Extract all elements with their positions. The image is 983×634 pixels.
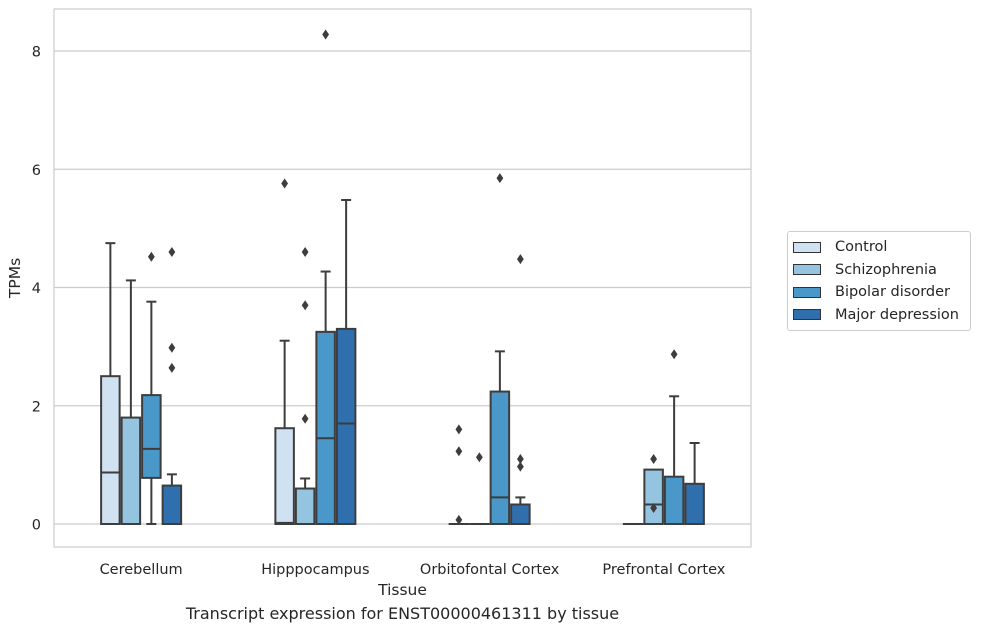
outlier-point [301, 413, 309, 424]
box-bipolar-disorder [663, 349, 685, 526]
outlier-point [516, 254, 524, 265]
legend: Control Schizophrenia Bipolar disorder Majo… [787, 231, 971, 331]
plot-area-frame [53, 8, 752, 548]
x-tick-label: Prefrontal Cortex [602, 562, 725, 578]
box-bipolar-disorder [141, 251, 162, 525]
box-iqr [274, 427, 295, 525]
box-iqr [294, 487, 316, 525]
outlier-point [455, 424, 463, 435]
chart-caption: Transcript expression for ENST0000046131… [185, 604, 620, 623]
box-iqr [100, 375, 121, 525]
box-schizophrenia [643, 453, 664, 526]
outlier-point [301, 300, 309, 311]
x-tick-label: Cerebellum [100, 562, 183, 578]
legend-item: Major depression [788, 304, 970, 327]
legend-label: Bipolar disorder [835, 284, 950, 301]
box-major-depression [684, 441, 705, 526]
outlier-point [516, 461, 524, 472]
box-groups [100, 29, 705, 526]
outlier-point [281, 178, 289, 189]
box-iqr [663, 475, 685, 526]
legend-item: Schizophrenia [788, 259, 970, 282]
outlier-point [168, 362, 176, 373]
legend-swatch [793, 286, 821, 298]
box-iqr [489, 390, 511, 525]
box-iqr [335, 327, 357, 526]
legend-label: Major depression [835, 306, 959, 323]
outlier-point [147, 251, 155, 262]
y-tick-label: 0 [32, 518, 41, 534]
outlier-point [496, 173, 504, 184]
box-schizophrenia [294, 247, 316, 525]
outlier-point [168, 342, 176, 353]
outlier-point [322, 29, 330, 40]
legend-label: Control [835, 239, 888, 256]
box-schizophrenia [469, 452, 490, 526]
y-tick-label: 8 [32, 45, 41, 61]
x-tick-label: Orbitofontal Cortex [420, 562, 560, 578]
box-major-depression [510, 254, 531, 525]
y-tick-label: 2 [32, 399, 41, 415]
outlier-point [475, 452, 483, 463]
box-major-depression [161, 247, 183, 526]
outlier-point [455, 514, 463, 525]
outlier-point [670, 349, 678, 360]
box-control [274, 178, 295, 525]
y-axis-label: TPMs [6, 258, 24, 299]
legend-swatch [793, 241, 821, 253]
y-axis-ticks: 0 2 4 6 8 [32, 45, 41, 534]
box-bipolar-disorder [489, 173, 511, 525]
box-iqr [120, 416, 142, 526]
outlier-point [650, 453, 658, 464]
box-control [100, 242, 121, 525]
box-bipolar-disorder [315, 29, 336, 525]
legend-swatch [793, 264, 821, 276]
box-iqr [315, 330, 336, 525]
box-iqr [684, 482, 705, 526]
outlier-point [516, 453, 524, 464]
outlier-point [168, 247, 176, 258]
box-iqr [510, 503, 531, 525]
outlier-point [455, 446, 463, 457]
x-axis-ticks: Cerebellum Hipppocampus Orbitofontal Corte… [100, 562, 726, 578]
y-tick-label: 6 [32, 163, 41, 179]
legend-label: Schizophrenia [835, 261, 937, 278]
legend-swatch [793, 309, 821, 321]
box-iqr [643, 468, 664, 526]
x-tick-label: Hipppocampus [261, 562, 369, 578]
box-major-depression [335, 198, 357, 526]
box-schizophrenia [120, 279, 142, 526]
box-iqr [141, 394, 162, 479]
y-tick-label: 4 [32, 281, 41, 297]
box-iqr [161, 484, 183, 526]
legend-item: Bipolar disorder [788, 281, 970, 304]
outlier-point [301, 247, 309, 258]
box-control [448, 424, 470, 526]
x-axis-label: Tissue [377, 581, 427, 599]
legend-item: Control [788, 236, 970, 259]
outlier-point [650, 503, 658, 514]
